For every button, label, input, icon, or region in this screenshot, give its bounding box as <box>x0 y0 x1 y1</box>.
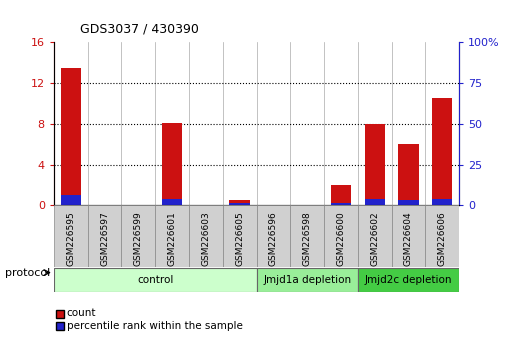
Text: GSM226598: GSM226598 <box>303 211 312 266</box>
Text: Jmjd2c depletion: Jmjd2c depletion <box>365 275 452 285</box>
Bar <box>61 195 81 205</box>
Text: control: control <box>137 275 173 285</box>
FancyBboxPatch shape <box>358 268 459 292</box>
Text: protocol: protocol <box>5 268 50 278</box>
FancyBboxPatch shape <box>88 205 122 267</box>
Text: GSM226600: GSM226600 <box>337 211 345 266</box>
FancyBboxPatch shape <box>290 205 324 267</box>
Text: GSM226606: GSM226606 <box>438 211 447 266</box>
Bar <box>331 185 351 205</box>
Bar <box>162 123 182 205</box>
FancyBboxPatch shape <box>223 205 256 267</box>
FancyBboxPatch shape <box>358 205 391 267</box>
FancyBboxPatch shape <box>189 205 223 267</box>
FancyBboxPatch shape <box>54 205 88 267</box>
FancyBboxPatch shape <box>256 268 358 292</box>
Bar <box>432 199 452 205</box>
FancyBboxPatch shape <box>391 205 425 267</box>
FancyBboxPatch shape <box>155 205 189 267</box>
Bar <box>365 124 385 205</box>
Text: GSM226596: GSM226596 <box>269 211 278 266</box>
Text: GSM226599: GSM226599 <box>134 211 143 266</box>
Bar <box>61 68 81 205</box>
Bar <box>398 144 419 205</box>
Bar <box>432 98 452 205</box>
Text: GSM226602: GSM226602 <box>370 211 379 266</box>
Text: GSM226601: GSM226601 <box>168 211 176 266</box>
Text: GSM226595: GSM226595 <box>66 211 75 266</box>
Text: GSM226597: GSM226597 <box>100 211 109 266</box>
Text: count: count <box>67 308 96 318</box>
Bar <box>398 200 419 205</box>
Text: Jmjd1a depletion: Jmjd1a depletion <box>263 275 351 285</box>
Text: GSM226605: GSM226605 <box>235 211 244 266</box>
FancyBboxPatch shape <box>54 268 256 292</box>
Text: GDS3037 / 430390: GDS3037 / 430390 <box>80 22 199 35</box>
Bar <box>162 199 182 205</box>
Bar <box>229 200 250 205</box>
Bar <box>365 199 385 205</box>
Bar <box>331 203 351 205</box>
FancyBboxPatch shape <box>425 205 459 267</box>
FancyBboxPatch shape <box>256 205 290 267</box>
FancyBboxPatch shape <box>324 205 358 267</box>
Text: percentile rank within the sample: percentile rank within the sample <box>67 321 243 331</box>
Text: GSM226604: GSM226604 <box>404 211 413 266</box>
Bar <box>229 203 250 205</box>
FancyBboxPatch shape <box>122 205 155 267</box>
Text: GSM226603: GSM226603 <box>201 211 210 266</box>
